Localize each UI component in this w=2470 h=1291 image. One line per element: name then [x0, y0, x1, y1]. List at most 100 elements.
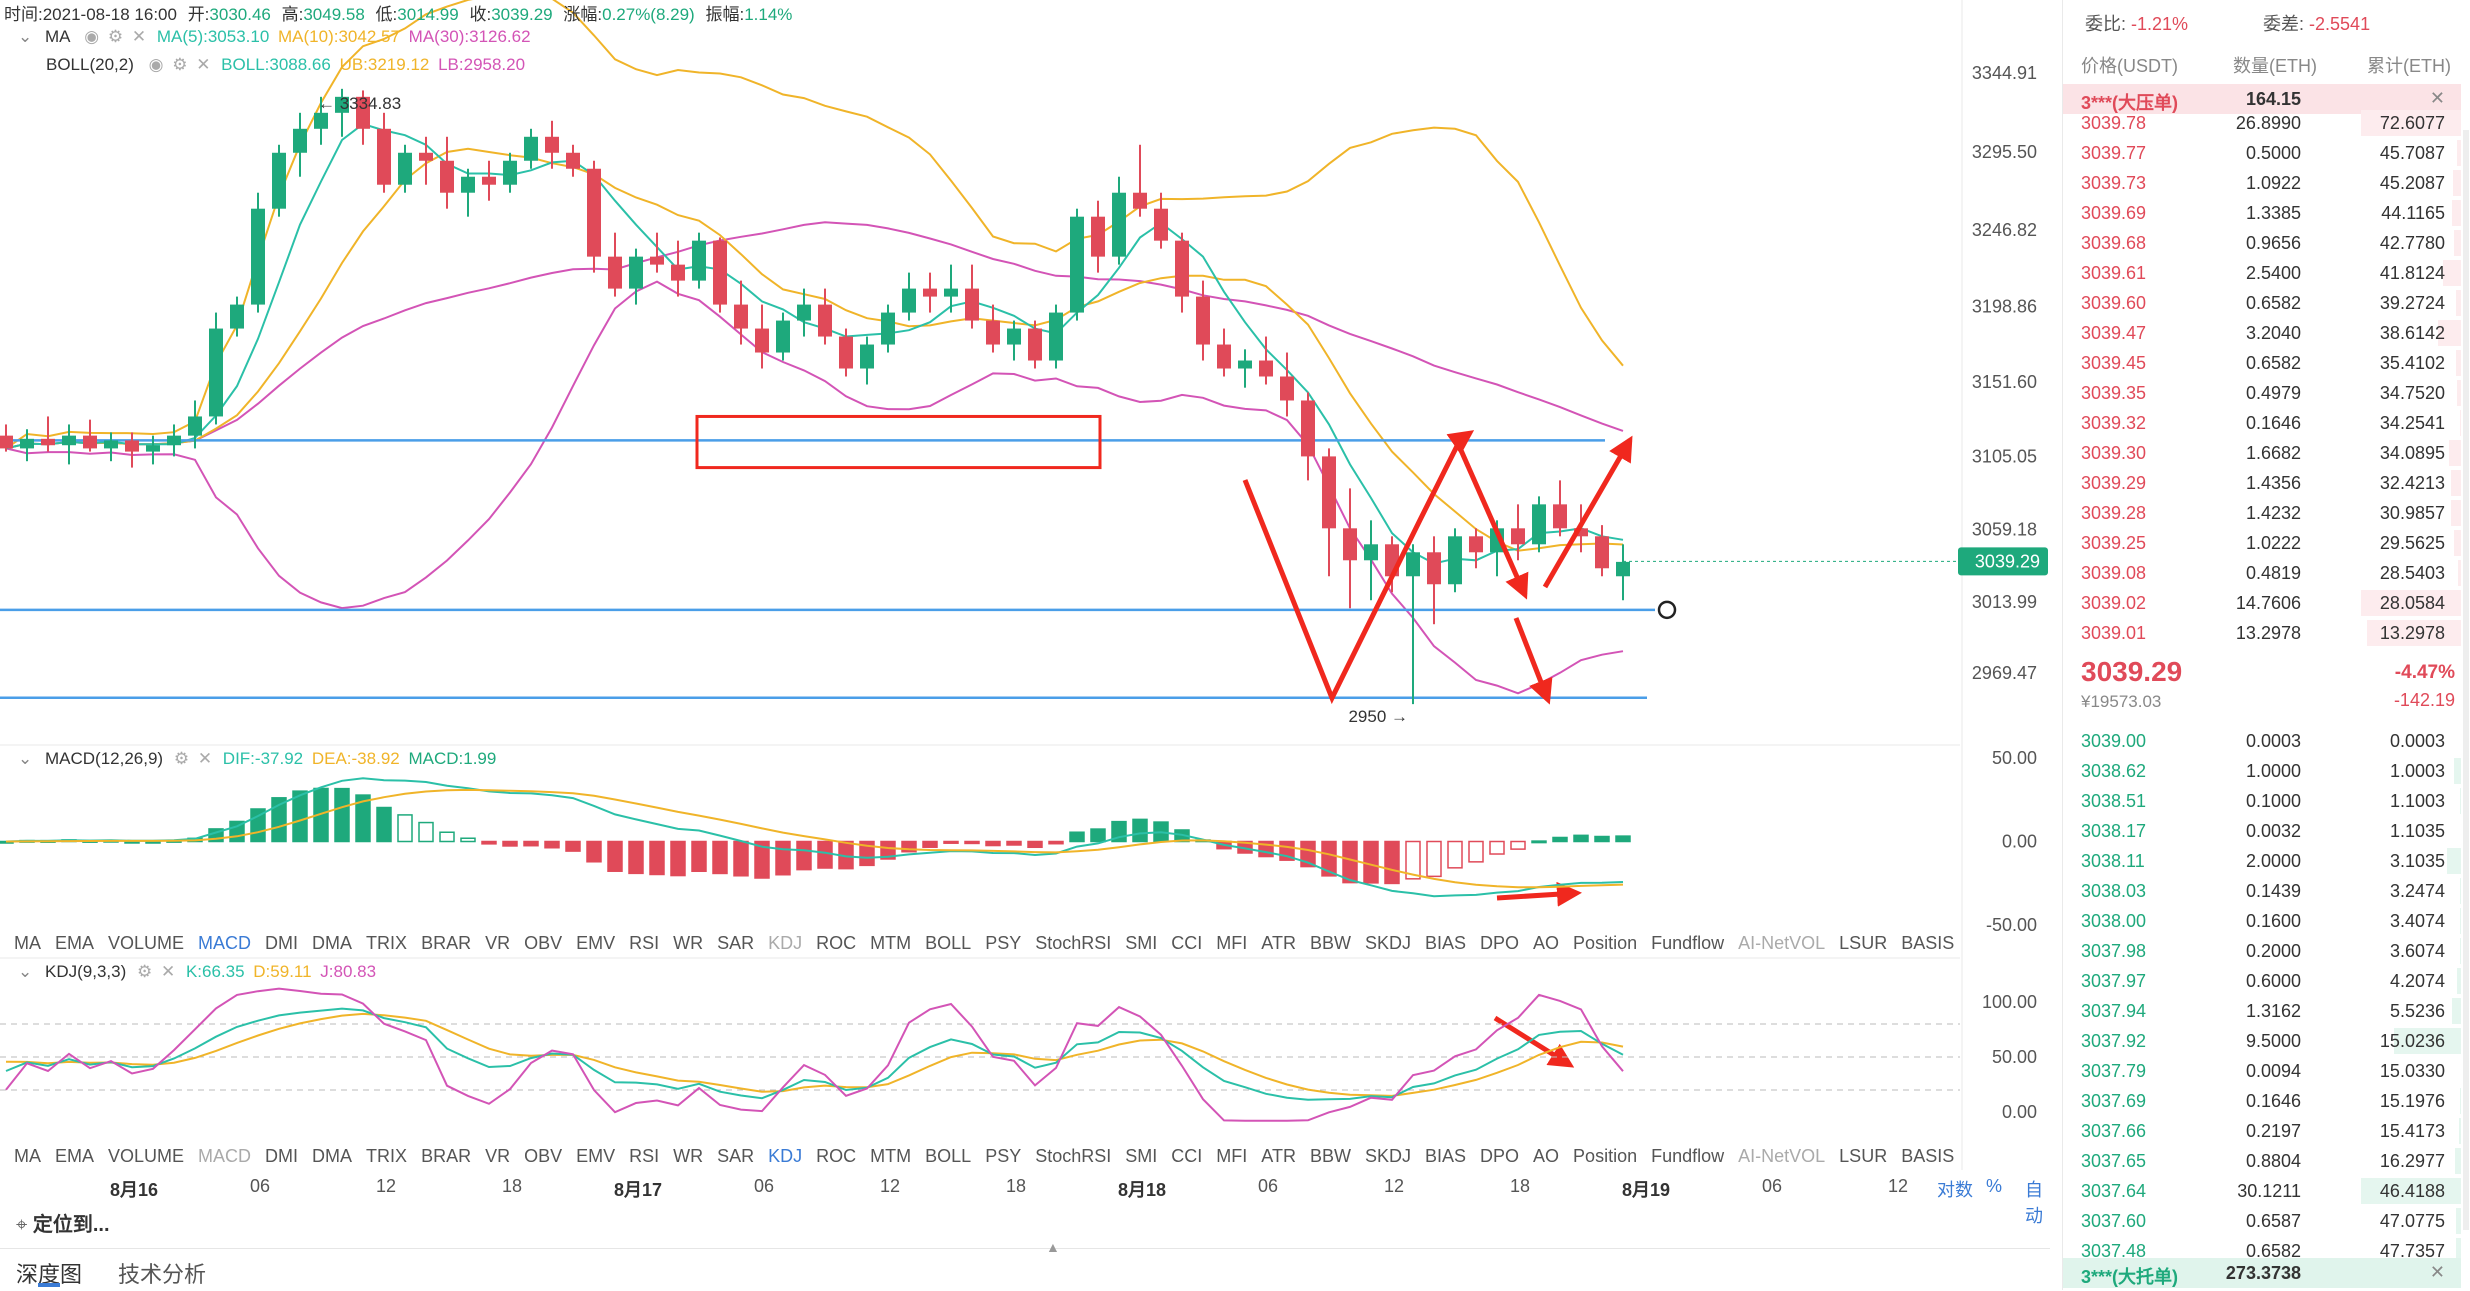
close-icon[interactable]: ✕: [2430, 1262, 2445, 1283]
gear-icon[interactable]: ⚙: [137, 962, 152, 981]
indicator-tab-kdj[interactable]: KDJ: [768, 933, 802, 954]
indicator-tab-ao[interactable]: AO: [1533, 1146, 1559, 1167]
indicator-tab-skdj[interactable]: SKDJ: [1365, 1146, 1411, 1167]
tab-technical-analysis[interactable]: 技术分析: [118, 1257, 206, 1289]
eye-icon[interactable]: ◉: [84, 27, 99, 46]
indicator-tab-brar[interactable]: BRAR: [421, 933, 471, 954]
indicator-tab-psy[interactable]: PSY: [985, 933, 1021, 954]
indicator-tab-boll[interactable]: BOLL: [925, 1146, 971, 1167]
indicator-tab-mtm[interactable]: MTM: [870, 933, 911, 954]
close-icon[interactable]: ✕: [132, 27, 146, 46]
chevron-down-icon[interactable]: ⌄: [18, 749, 32, 768]
eye-icon[interactable]: ◉: [149, 55, 164, 74]
indicator-tab-dma[interactable]: DMA: [312, 1146, 352, 1167]
indicator-tab-dma[interactable]: DMA: [312, 933, 352, 954]
indicator-tab-smi[interactable]: SMI: [1125, 1146, 1157, 1167]
indicator-tab-atr[interactable]: ATR: [1261, 1146, 1296, 1167]
indicator-tab-obv[interactable]: OBV: [524, 933, 562, 954]
indicator-tab-rsi[interactable]: RSI: [629, 1146, 659, 1167]
chevron-down-icon[interactable]: ⌄: [18, 962, 32, 981]
indicator-tab-bbw[interactable]: BBW: [1310, 1146, 1351, 1167]
indicator-tab-vr[interactable]: VR: [485, 933, 510, 954]
gear-icon[interactable]: ⚙: [172, 55, 187, 74]
indicator-tab-basis[interactable]: BASIS: [1901, 1146, 1954, 1167]
indicator-tab-ao[interactable]: AO: [1533, 933, 1559, 954]
indicator-tab-cci[interactable]: CCI: [1171, 933, 1202, 954]
indicator-tab-rsi[interactable]: RSI: [629, 933, 659, 954]
indicator-tab-trix[interactable]: TRIX: [366, 1146, 407, 1167]
percent-scale-toggle[interactable]: %: [1986, 1176, 2002, 1197]
indicator-tab-dpo[interactable]: DPO: [1480, 933, 1519, 954]
chart-canvas[interactable]: 3344.913295.503246.823198.863151.603105.…: [0, 0, 2062, 1290]
indicator-tab-sar[interactable]: SAR: [717, 933, 754, 954]
indicator-tab-boll[interactable]: BOLL: [925, 933, 971, 954]
indicator-tab-ma[interactable]: MA: [14, 1146, 41, 1167]
indicator-tab-volume[interactable]: VOLUME: [108, 933, 184, 954]
indicator-tab-macd[interactable]: MACD: [198, 933, 251, 954]
order-book-scrollbar[interactable]: [2463, 130, 2469, 1230]
indicator-tab-cci[interactable]: CCI: [1171, 1146, 1202, 1167]
indicator-tab-dpo[interactable]: DPO: [1480, 1146, 1519, 1167]
locate-button[interactable]: ⌖ 定位到...: [16, 1208, 110, 1237]
close-icon[interactable]: ✕: [196, 55, 210, 74]
indicator-tab-wr[interactable]: WR: [673, 1146, 703, 1167]
indicator-tab-ema[interactable]: EMA: [55, 933, 94, 954]
indicator-tab-dmi[interactable]: DMI: [265, 933, 298, 954]
close-icon[interactable]: ✕: [198, 749, 212, 768]
indicator-tab-macd[interactable]: MACD: [198, 1146, 251, 1167]
indicator-tab-position[interactable]: Position: [1573, 933, 1637, 954]
indicator-tab-emv[interactable]: EMV: [576, 1146, 615, 1167]
chevron-down-icon[interactable]: ⌄: [18, 27, 32, 46]
indicator-tab-bbw[interactable]: BBW: [1310, 933, 1351, 954]
indicator-tab-ma[interactable]: MA: [14, 933, 41, 954]
indicator-tab-stochrsi[interactable]: StochRSI: [1035, 1146, 1111, 1167]
big-bid-row[interactable]: 3***(大托单) 273.3738 ✕: [2063, 1258, 2461, 1288]
indicator-tab-sar[interactable]: SAR: [717, 1146, 754, 1167]
indicator-tab-lsur[interactable]: LSUR: [1839, 1146, 1887, 1167]
indicator-tab-basis[interactable]: BASIS: [1901, 933, 1954, 954]
indicator-tab-kdj[interactable]: KDJ: [768, 1146, 802, 1167]
indicator-tab-dmi[interactable]: DMI: [265, 1146, 298, 1167]
auto-scale-toggle[interactable]: 自动: [2025, 1176, 2043, 1228]
indicator-tab-brar[interactable]: BRAR: [421, 1146, 471, 1167]
indicator-tab-roc[interactable]: ROC: [816, 933, 856, 954]
indicator-tab-stochrsi[interactable]: StochRSI: [1035, 933, 1111, 954]
indicator-tab-fundflow[interactable]: Fundflow: [1651, 1146, 1724, 1167]
indicator-tab-trix[interactable]: TRIX: [366, 933, 407, 954]
indicator-tab-bias[interactable]: BIAS: [1425, 1146, 1466, 1167]
gear-icon[interactable]: ⚙: [108, 27, 123, 46]
indicator-tab-skdj[interactable]: SKDJ: [1365, 933, 1411, 954]
indicator-tab-wr[interactable]: WR: [673, 933, 703, 954]
line-endpoint-handle[interactable]: [1659, 602, 1675, 618]
indicator-tab-vr[interactable]: VR: [485, 1146, 510, 1167]
collapse-handle-icon[interactable]: ▲: [1046, 1239, 1060, 1255]
indicator-tab-psy[interactable]: PSY: [985, 1146, 1021, 1167]
